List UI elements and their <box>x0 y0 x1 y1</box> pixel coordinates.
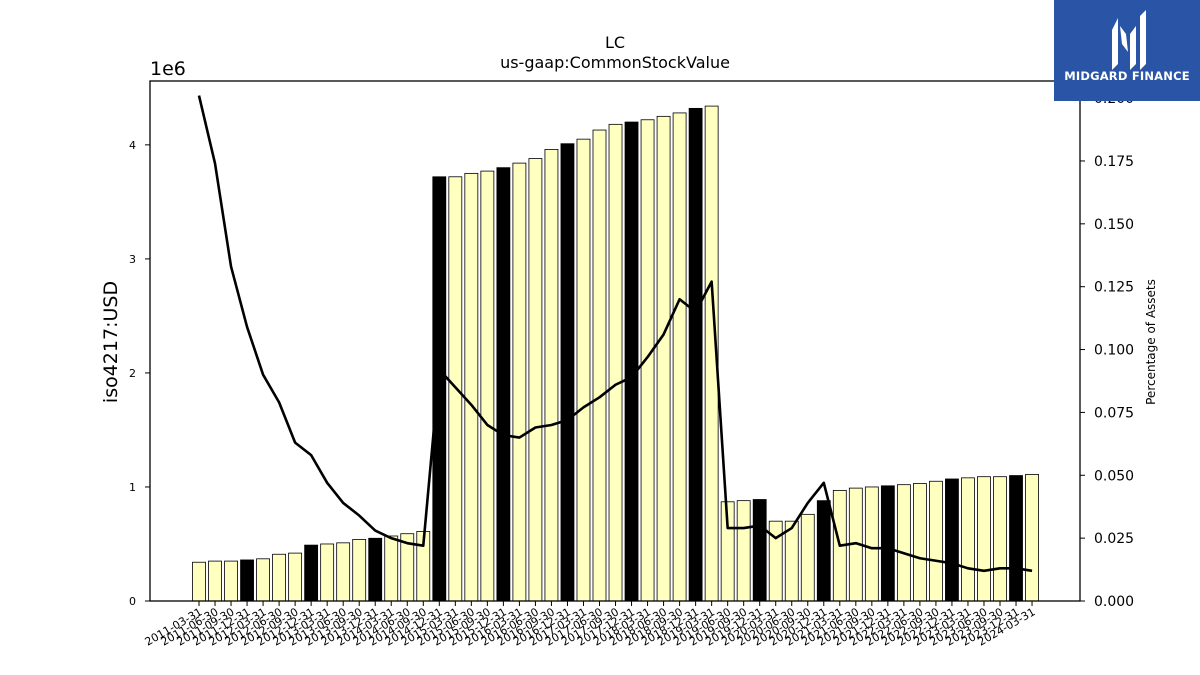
y2-tick-label: 0.175 <box>1094 154 1134 170</box>
bar-2011-06-30 <box>208 560 222 602</box>
y-tick-label: 2 <box>129 367 136 380</box>
bar-2011-03-31 <box>192 561 206 602</box>
y2-tick-label: 0.025 <box>1094 531 1134 547</box>
bar-2013-09-30 <box>352 539 367 602</box>
bar-2012-09-30 <box>288 552 303 602</box>
bar-2016-12-31 <box>560 143 575 602</box>
bar-2016-06-30 <box>528 158 543 602</box>
y2-tick-label: 0.100 <box>1094 343 1134 359</box>
bar-2022-06-30 <box>913 483 927 602</box>
bar-2015-12-31 <box>496 167 511 602</box>
bar-2011-09-30 <box>224 560 238 602</box>
bar-2021-09-30 <box>864 486 879 602</box>
bar-2020-09-30 <box>800 513 815 602</box>
percent-of-assets-line <box>197 95 1033 573</box>
bar-2017-06-30 <box>592 129 607 602</box>
bar-2023-12-31 <box>1009 475 1023 602</box>
bar-2019-09-30 <box>736 500 751 602</box>
bar-2016-03-31 <box>512 162 527 602</box>
chart-title: LC <box>605 33 625 52</box>
logo-mark-icon <box>1112 10 1146 70</box>
bar-2018-09-30 <box>672 112 687 602</box>
logo-text: MIDGARD FINANCE <box>1064 69 1190 83</box>
bar-2018-12-31 <box>688 107 703 602</box>
bars-layer <box>192 105 1039 602</box>
bar-2020-06-30 <box>784 520 799 602</box>
y-tick-label: 4 <box>129 139 136 152</box>
bar-2022-03-31 <box>896 484 911 602</box>
midgard-finance-logo: MIDGARD FINANCE <box>1054 0 1200 101</box>
bar-2017-09-30 <box>608 123 623 602</box>
bar-2023-03-31 <box>961 477 975 602</box>
bar-2012-06-30 <box>272 553 287 602</box>
y2-axis-label: Percentage of Assets <box>1144 279 1158 405</box>
y2-tick-label: 0.150 <box>1094 217 1134 233</box>
bar-2023-09-30 <box>993 476 1007 602</box>
bar-2014-12-31 <box>432 176 447 602</box>
axes-layer: 0 1 2 3 4 0.000 0.025 0.050 0.075 0.100 0.125 0.150… <box>129 80 1134 649</box>
y-axis-label: iso4217:USD <box>100 281 122 403</box>
bar-2015-09-30 <box>480 170 495 602</box>
bar-2013-12-31 <box>368 537 383 602</box>
bar-2011-12-31 <box>240 559 254 602</box>
bar-2017-03-31 <box>576 138 591 602</box>
y2-tick-label: 0.050 <box>1094 468 1134 484</box>
bar-2022-09-30 <box>929 480 943 602</box>
bar-2017-12-31 <box>624 121 639 602</box>
bar-2021-12-31 <box>880 485 895 602</box>
y2-tick-label: 0.075 <box>1094 405 1134 421</box>
chart-subtitle: us-gaap:CommonStockValue <box>500 53 730 72</box>
plot-frame <box>149 80 1081 602</box>
bar-2019-12-31 <box>752 499 767 602</box>
y-tick-label: 1 <box>129 481 136 494</box>
bar-2022-12-31 <box>945 478 959 602</box>
y2-tick-label: 0.125 <box>1094 280 1134 296</box>
bar-2015-06-30 <box>464 172 479 602</box>
bar-2020-12-31 <box>816 500 831 602</box>
bar-2018-03-31 <box>640 119 655 602</box>
y-tick-label: 0 <box>129 595 136 608</box>
bar-2013-06-30 <box>336 542 351 602</box>
y-tick-label: 3 <box>129 253 136 266</box>
bar-2012-03-31 <box>256 558 270 602</box>
bar-2024-03-31 <box>1025 474 1039 602</box>
y2-tick-label: 0.000 <box>1094 594 1134 610</box>
bar-2018-06-30 <box>656 115 671 602</box>
bar-2014-03-31 <box>384 535 399 602</box>
bar-2023-06-30 <box>977 476 991 602</box>
y-scale-label: 1e6 <box>150 58 186 80</box>
bar-2012-12-31 <box>304 544 319 602</box>
percent-line-layer <box>197 95 1033 573</box>
bar-2016-09-30 <box>544 149 559 602</box>
bar-2013-03-31 <box>320 543 335 602</box>
